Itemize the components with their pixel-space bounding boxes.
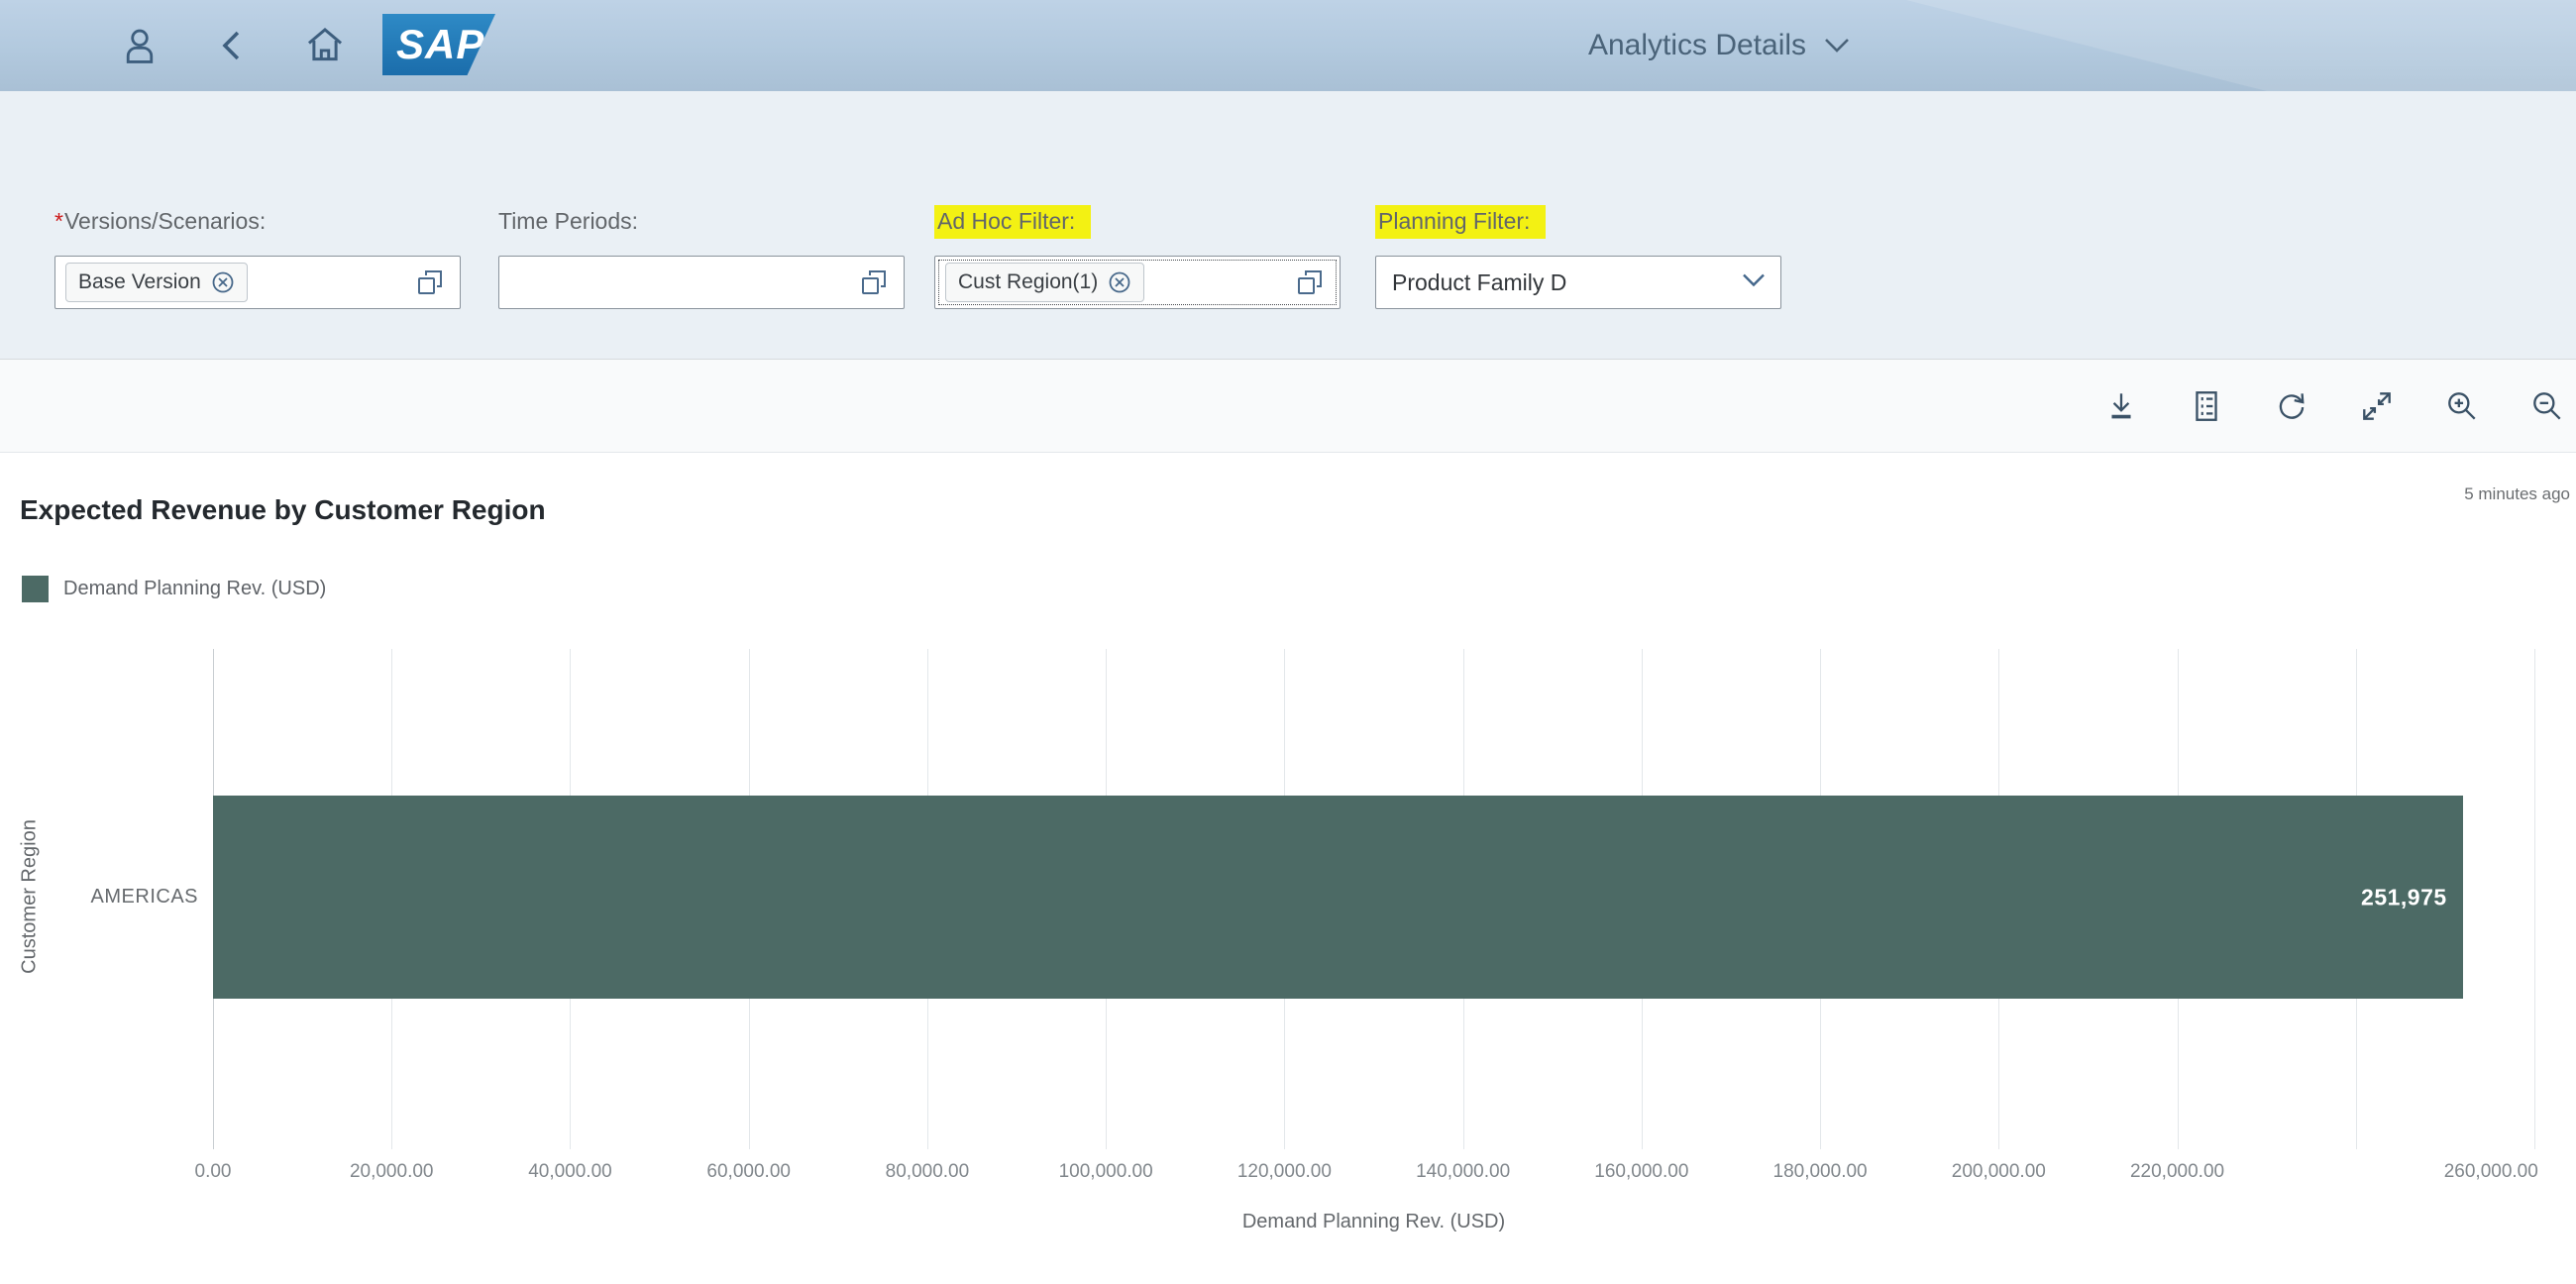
- value-help-icon: [858, 267, 890, 298]
- page-title: Analytics Details: [1588, 29, 1806, 62]
- gridline: [2534, 649, 2535, 1149]
- token-base-version[interactable]: Base Version: [65, 263, 248, 302]
- x-tick-label: 120,000.00: [1237, 1161, 1332, 1183]
- zoom-out-button[interactable]: [2528, 387, 2566, 425]
- category-label-americas: AMERICAS: [48, 883, 198, 910]
- filter-label-versions: *Versions/Scenarios:: [54, 208, 266, 242]
- planning-filter-select[interactable]: Product Family D: [1375, 256, 1781, 309]
- filter-label-ad-hoc: Ad Hoc Filter:: [934, 208, 1091, 242]
- table-view-icon: [2189, 388, 2224, 424]
- zoom-out-icon: [2529, 388, 2565, 424]
- value-help-button[interactable]: [852, 257, 896, 308]
- x-tick-label: 220,000.00: [2130, 1161, 2224, 1183]
- sap-logo-text: SAP: [388, 24, 484, 65]
- x-tick-label: 180,000.00: [1773, 1161, 1868, 1183]
- x-tick-label: 140,000.00: [1416, 1161, 1510, 1183]
- filter-time-periods: Time Periods:: [498, 91, 907, 359]
- bar-americas[interactable]: 251,975: [213, 796, 2463, 999]
- x-tick-label: 0.00: [195, 1161, 232, 1183]
- filter-versions-scenarios: *Versions/Scenarios: Base Version: [54, 91, 463, 359]
- value-help-icon: [1294, 267, 1326, 298]
- legend-label: Demand Planning Rev. (USD): [63, 578, 326, 600]
- download-button[interactable]: [2102, 387, 2140, 425]
- x-tick-label: 100,000.00: [1059, 1161, 1153, 1183]
- value-help-button[interactable]: [1288, 257, 1332, 308]
- x-tick-label: 200,000.00: [1952, 1161, 2046, 1183]
- filter-planning: Planning Filter: Product Family D: [1375, 91, 1783, 359]
- token-cust-region[interactable]: Cust Region(1): [945, 263, 1144, 302]
- back-button[interactable]: [204, 0, 260, 91]
- back-chevron-icon: [214, 26, 250, 65]
- expand-icon: [2359, 388, 2395, 424]
- toolbar-icon-group: [2102, 360, 2566, 452]
- required-marker: *: [54, 208, 63, 234]
- legend-swatch: [22, 576, 49, 602]
- chevron-down-icon: [1822, 36, 1852, 55]
- filter-bar: *Versions/Scenarios: Base Version Tim: [0, 91, 2576, 360]
- filter-ad-hoc: Ad Hoc Filter: Cust Region(1): [934, 91, 1342, 359]
- app-root: SAP Analytics Details *Versions/Scenario…: [0, 0, 2576, 1284]
- plot-area: 251,975 Demand Planning Rev. (USD) 0.002…: [213, 649, 2534, 1149]
- versions-input[interactable]: Base Version: [54, 256, 461, 309]
- value-help-icon: [414, 267, 446, 298]
- x-tick-label: 20,000.00: [350, 1161, 434, 1183]
- zoom-in-button[interactable]: [2443, 387, 2481, 425]
- chart-toolbar: [0, 360, 2576, 453]
- x-tick-label: 40,000.00: [528, 1161, 612, 1183]
- x-tick-label: 260,000.00: [2444, 1161, 2538, 1183]
- zoom-in-icon: [2444, 388, 2480, 424]
- table-view-button[interactable]: [2188, 387, 2225, 425]
- ad-hoc-filter-input[interactable]: Cust Region(1): [934, 256, 1341, 309]
- refresh-button[interactable]: [2273, 387, 2310, 425]
- select-value: Product Family D: [1376, 269, 1566, 296]
- remove-token-icon[interactable]: [211, 270, 235, 294]
- y-axis-title: Customer Region: [19, 819, 42, 974]
- home-button[interactable]: [297, 0, 353, 91]
- value-help-button[interactable]: [408, 257, 452, 308]
- highlighted-label: Ad Hoc Filter:: [934, 205, 1091, 239]
- sap-logo[interactable]: SAP: [382, 14, 495, 75]
- bar-value-label: 251,975: [2361, 884, 2447, 910]
- user-profile-button[interactable]: [112, 0, 167, 91]
- select-chevron-icon: [1741, 271, 1767, 294]
- x-axis-title: Demand Planning Rev. (USD): [1242, 1211, 1505, 1233]
- home-icon: [304, 25, 346, 66]
- x-tick-label: 160,000.00: [1594, 1161, 1688, 1183]
- refresh-icon: [2274, 388, 2309, 424]
- remove-token-icon[interactable]: [1108, 270, 1131, 294]
- chart-card: 5 minutes ago Expected Revenue by Custom…: [0, 453, 2576, 1284]
- expand-button[interactable]: [2358, 387, 2396, 425]
- download-icon: [2103, 388, 2139, 424]
- last-refresh-timestamp: 5 minutes ago: [2464, 484, 2570, 504]
- person-icon: [120, 26, 160, 65]
- legend-item[interactable]: Demand Planning Rev. (USD): [22, 576, 326, 602]
- app-title-menu[interactable]: Analytics Details: [1433, 0, 2007, 91]
- time-periods-input[interactable]: [498, 256, 905, 309]
- highlighted-label: Planning Filter:: [1375, 205, 1546, 239]
- filter-label-planning: Planning Filter:: [1375, 208, 1546, 242]
- x-tick-label: 60,000.00: [706, 1161, 791, 1183]
- filter-label-time-periods: Time Periods:: [498, 208, 638, 242]
- chart-title: Expected Revenue by Customer Region: [20, 494, 546, 526]
- x-tick-label: 80,000.00: [886, 1161, 970, 1183]
- shell-header: SAP Analytics Details: [0, 0, 2576, 91]
